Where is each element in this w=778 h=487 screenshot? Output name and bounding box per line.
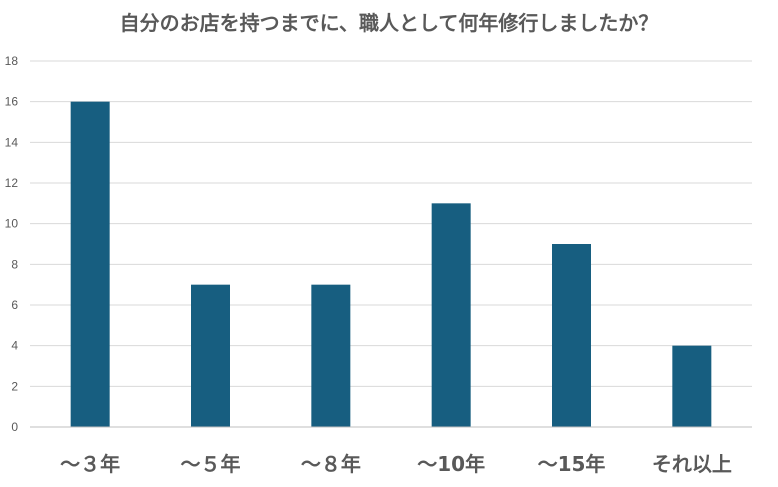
y-tick-label: 18 [5,54,19,68]
y-tick-label: 16 [5,95,19,109]
bar [672,345,712,427]
y-tick-label: 14 [5,135,19,149]
y-tick-label: 8 [11,257,18,271]
x-tick-label: ～３年 [60,452,120,476]
y-tick-label: 12 [5,176,19,190]
chart-title: 自分のお店を持つまでに、職人として何年修行しましたか？ [120,11,659,35]
y-tick-label: 6 [11,298,18,312]
bar [311,284,351,427]
y-tick-label: 10 [5,217,19,231]
x-tick-label: ～15年 [538,452,606,476]
bar [191,284,230,427]
bar [431,203,471,427]
y-axis-ticks: 0 2 4 6 8 10 12 14 16 18 [5,54,19,434]
x-tick-label: ～10年 [417,452,485,476]
bars [70,101,712,428]
y-tick-label: 2 [11,379,18,393]
gridlines [30,60,752,387]
y-tick-label: 0 [11,420,18,434]
x-tick-label: ～５年 [181,452,241,476]
x-tick-label: ～８年 [301,452,361,476]
y-tick-label: 4 [11,339,18,353]
x-tick-label: それ以上 [652,452,732,476]
bar [552,244,591,427]
x-axis-ticks: ～３年 ～５年 ～８年 ～10年 ～15年 それ以上 [60,452,732,476]
bar [70,101,110,428]
